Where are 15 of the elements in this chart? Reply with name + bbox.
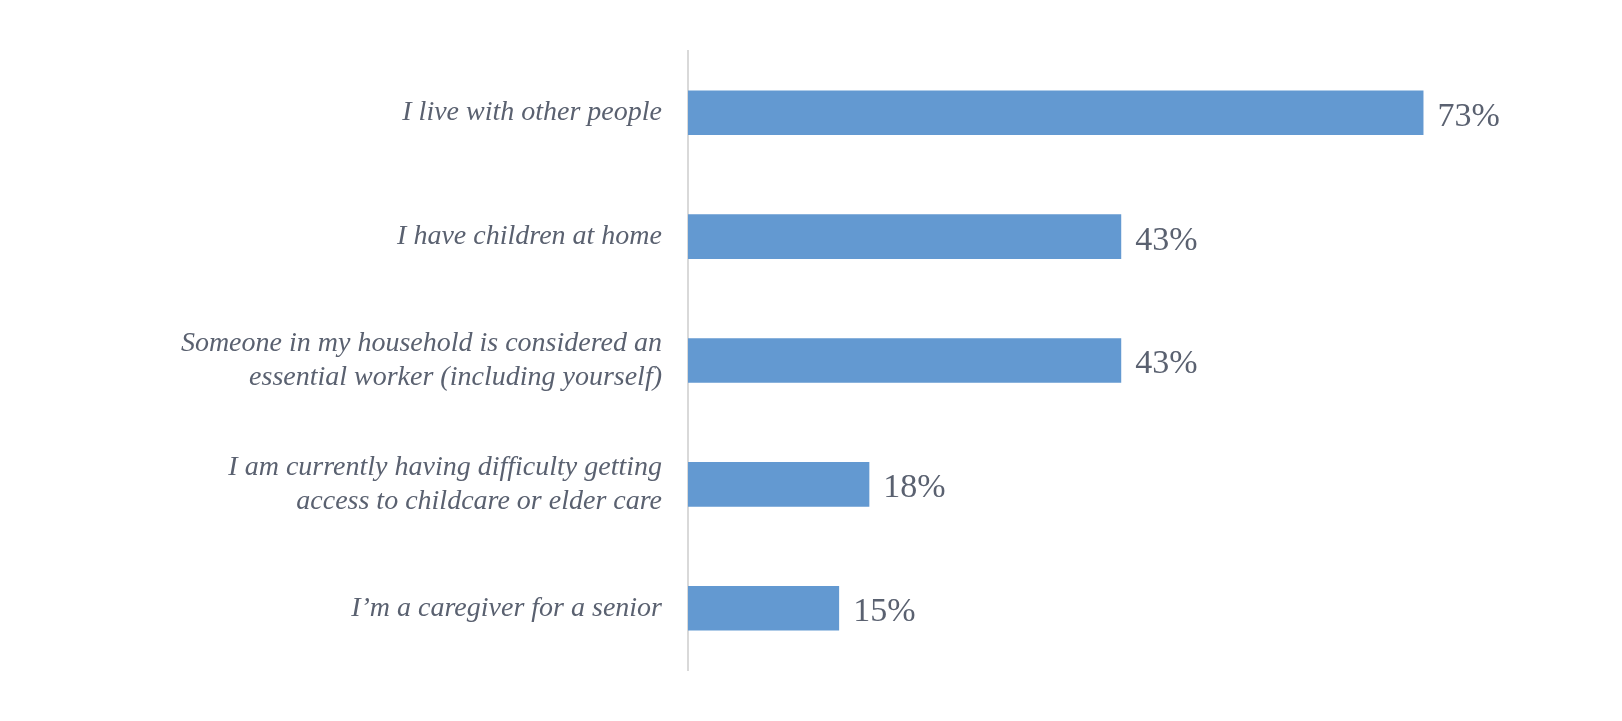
y-tick-label: I’m a caregiver for a senior [350,590,663,622]
y-tick-label: I am currently having difficulty getting access to childcare or elder care [227,449,662,515]
y-tick-label: I have children at home [396,218,662,250]
bar [688,462,870,507]
bar [688,338,1122,383]
data-label: 18% [883,467,946,505]
data-label: 15% [853,591,916,629]
bar [688,90,1424,136]
y-tick-label: I live with other people [401,95,662,127]
data-label: 73% [1437,95,1500,133]
data-label: 43% [1135,343,1198,381]
data-label: 43% [1135,219,1198,257]
bar [688,214,1122,259]
bar [688,585,840,631]
y-tick-label: Someone in my household is considered an essential worker (including yourself) [180,326,662,391]
